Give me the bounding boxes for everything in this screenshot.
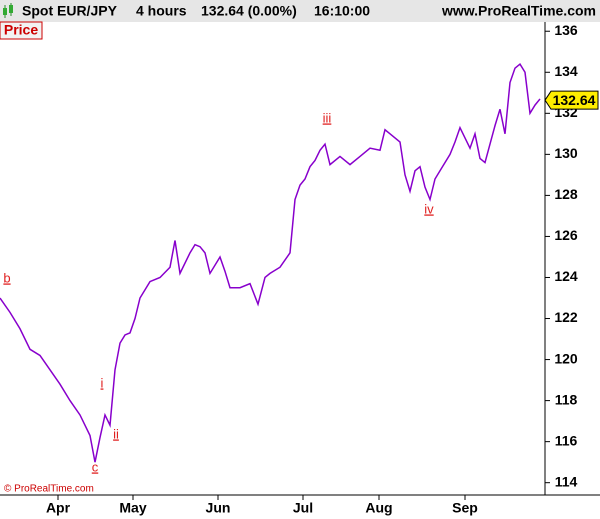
y-tick-label: 116 xyxy=(555,432,578,448)
time: 16:10:00 xyxy=(314,3,370,19)
panel-label: Price xyxy=(4,22,38,38)
x-tick-label: Apr xyxy=(46,500,71,516)
wave-label: ii xyxy=(113,426,119,441)
x-tick-label: May xyxy=(119,500,146,516)
last-price-label: 132.64 xyxy=(553,92,596,108)
x-tick-label: Jul xyxy=(293,500,313,516)
y-tick-label: 126 xyxy=(554,227,578,243)
y-tick-label: 134 xyxy=(554,63,578,79)
y-tick-label: 118 xyxy=(555,391,578,407)
wave-label: iv xyxy=(424,201,434,216)
panel-label-box xyxy=(0,21,43,40)
header-bar xyxy=(0,0,600,22)
y-tick-label: 120 xyxy=(554,350,578,366)
x-tick-label: Aug xyxy=(365,500,392,516)
interval: 4 hours xyxy=(136,3,187,19)
y-tick-label: 130 xyxy=(554,145,578,161)
last-price-tag xyxy=(544,90,599,110)
wave-label: b xyxy=(3,270,10,285)
y-tick-label: 136 xyxy=(554,22,578,38)
y-tick-label: 124 xyxy=(554,268,578,284)
wave-label: c xyxy=(92,459,99,474)
site: www.ProRealTime.com xyxy=(441,3,596,19)
x-tick-label: Jun xyxy=(206,500,231,516)
wave-label: i xyxy=(101,375,104,390)
copyright: © ProRealTime.com xyxy=(4,484,94,495)
icon-candle xyxy=(9,5,13,13)
y-tick-label: 128 xyxy=(554,186,578,202)
change: 132.64 (0.00%) xyxy=(201,3,297,19)
price-line xyxy=(0,62,541,463)
wave-label: iii xyxy=(323,110,332,125)
icon-candle xyxy=(3,8,7,15)
x-tick-label: Sep xyxy=(452,500,478,516)
title: Spot EUR/JPY xyxy=(22,3,118,19)
y-tick-label: 114 xyxy=(555,473,578,489)
y-tick-label: 122 xyxy=(554,309,578,325)
